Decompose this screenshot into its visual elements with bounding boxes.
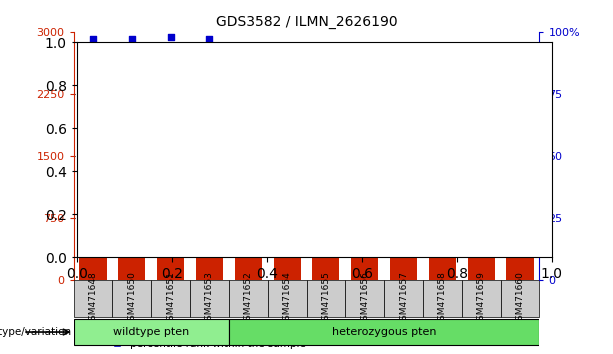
- Point: [398, 74, 408, 79]
- FancyBboxPatch shape: [423, 280, 462, 317]
- Text: genotype/variation: genotype/variation: [0, 327, 72, 337]
- Point: [476, 64, 486, 69]
- Text: heterozygous pten: heterozygous pten: [332, 327, 436, 337]
- FancyBboxPatch shape: [229, 319, 539, 346]
- FancyBboxPatch shape: [268, 280, 306, 317]
- Point: [515, 66, 525, 72]
- Point: [127, 36, 137, 42]
- Text: GSM471650: GSM471650: [128, 271, 136, 326]
- FancyBboxPatch shape: [74, 319, 229, 346]
- Point: [205, 36, 215, 42]
- Point: [360, 59, 370, 64]
- Text: GSM471652: GSM471652: [244, 271, 253, 326]
- Text: GSM471648: GSM471648: [88, 271, 97, 326]
- Point: [88, 36, 98, 42]
- Point: [243, 56, 253, 62]
- Bar: [196, 146, 223, 280]
- Text: GSM471659: GSM471659: [477, 271, 485, 326]
- FancyBboxPatch shape: [190, 280, 229, 317]
- Text: GSM471655: GSM471655: [321, 271, 330, 326]
- FancyBboxPatch shape: [151, 280, 190, 317]
- Bar: [80, 143, 107, 280]
- FancyBboxPatch shape: [501, 280, 539, 317]
- Point: [321, 56, 331, 62]
- Point: [438, 66, 447, 72]
- FancyBboxPatch shape: [306, 280, 345, 317]
- Text: GSM471654: GSM471654: [283, 271, 292, 326]
- FancyBboxPatch shape: [462, 280, 501, 317]
- Bar: [313, 214, 340, 280]
- Text: GSM471653: GSM471653: [205, 271, 214, 326]
- FancyBboxPatch shape: [345, 280, 384, 317]
- Bar: [351, 218, 378, 280]
- Bar: [235, 217, 262, 280]
- Bar: [506, 245, 534, 280]
- Text: GSM471660: GSM471660: [516, 271, 525, 326]
- Text: GSM471651: GSM471651: [166, 271, 175, 326]
- Legend: count, percentile rank within the sample: count, percentile rank within the sample: [102, 322, 310, 353]
- Text: GSM471658: GSM471658: [438, 271, 447, 326]
- Bar: [157, 100, 185, 280]
- Text: wildtype pten: wildtype pten: [113, 327, 189, 337]
- FancyBboxPatch shape: [229, 280, 268, 317]
- Bar: [273, 204, 301, 280]
- Point: [282, 54, 292, 59]
- Title: GDS3582 / ILMN_2626190: GDS3582 / ILMN_2626190: [216, 16, 397, 29]
- Bar: [118, 150, 145, 280]
- Point: [166, 34, 175, 40]
- FancyBboxPatch shape: [384, 280, 423, 317]
- Bar: [390, 258, 417, 280]
- Bar: [429, 243, 456, 280]
- Text: GSM471656: GSM471656: [360, 271, 369, 326]
- FancyBboxPatch shape: [112, 280, 151, 317]
- Text: GSM471657: GSM471657: [399, 271, 408, 326]
- FancyBboxPatch shape: [74, 280, 112, 317]
- Bar: [468, 242, 495, 280]
